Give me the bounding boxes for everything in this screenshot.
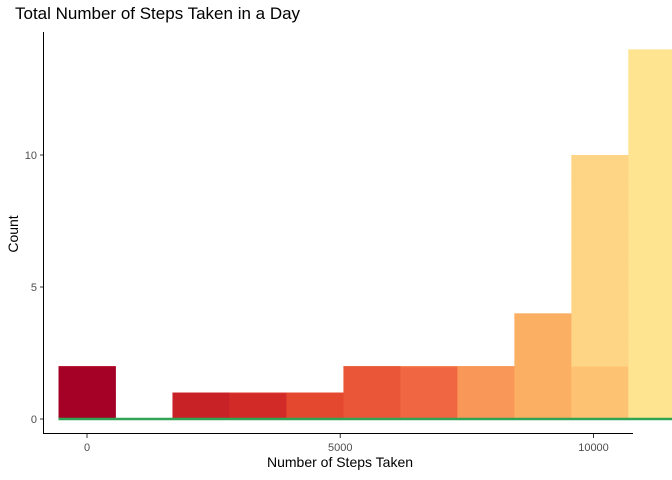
bar-segment	[571, 392, 629, 420]
bar-top-edge	[172, 392, 230, 394]
x-axis-title: Number of Steps Taken	[267, 454, 413, 470]
bar-segment	[628, 234, 672, 261]
bar-segment	[514, 392, 572, 420]
bar-segment	[628, 287, 672, 314]
bar-segment	[58, 366, 116, 393]
bar-segment	[400, 366, 458, 393]
bar-segment	[571, 207, 629, 235]
y-tick-label: 0	[31, 414, 37, 426]
bar-segment	[628, 49, 672, 77]
bar-segment	[571, 339, 629, 367]
histogram-bar	[286, 392, 344, 420]
y-tick-label: 10	[25, 150, 37, 162]
bar-top-edge	[58, 366, 116, 368]
x-tick-label: 5000	[328, 442, 352, 454]
bar-top-edge	[343, 366, 401, 368]
bar-top-edge	[628, 49, 672, 51]
histogram-bar	[457, 366, 515, 420]
bars-group	[58, 49, 672, 421]
bar-segment	[400, 392, 458, 420]
bar-segment	[457, 392, 515, 420]
bar-top-edge	[457, 366, 515, 368]
bar-segment	[343, 366, 401, 393]
y-axis-title: Count	[5, 215, 21, 252]
bar-segment	[286, 392, 344, 420]
bar-segment	[628, 102, 672, 129]
histogram-bar	[343, 366, 401, 420]
bar-segment	[628, 392, 672, 420]
bar-segment	[343, 392, 401, 420]
chart-title: Total Number of Steps Taken in a Day	[15, 4, 301, 23]
bar-top-edge	[400, 366, 458, 368]
bar-segment	[514, 313, 572, 341]
histogram-bar	[571, 155, 629, 420]
x-tick-label: 10000	[578, 442, 609, 454]
bar-segment	[172, 392, 230, 420]
bar-segment	[628, 313, 672, 341]
histogram-bar	[628, 49, 672, 420]
bar-segment	[628, 75, 672, 103]
bar-segment	[571, 366, 629, 393]
bar-segment	[571, 313, 629, 341]
bar-segment	[628, 366, 672, 393]
histogram-bar	[229, 392, 287, 420]
bar-segment	[571, 234, 629, 261]
bar-segment	[571, 155, 629, 182]
bar-segment	[628, 339, 672, 367]
bar-segment	[628, 128, 672, 156]
y-axis-ticks: 0 5 10	[25, 150, 44, 426]
bar-segment	[58, 392, 116, 420]
bar-segment	[571, 260, 629, 288]
bar-top-edge	[571, 155, 629, 156]
histogram-bar	[400, 366, 458, 420]
bar-segment	[571, 287, 629, 314]
bar-segment	[628, 260, 672, 288]
bar-segment	[514, 339, 572, 367]
histogram-bar	[58, 366, 116, 420]
bar-segment	[571, 181, 629, 209]
bar-segment	[628, 155, 672, 182]
histogram-bar	[172, 392, 230, 420]
bar-segment	[514, 366, 572, 393]
bar-segment	[628, 181, 672, 209]
bar-segment	[229, 392, 287, 420]
bar-segment	[457, 366, 515, 393]
bar-top-edge	[286, 392, 344, 394]
y-tick-label: 5	[31, 282, 37, 294]
x-tick-label: 0	[84, 442, 90, 454]
x-axis-ticks: 05000100001500020000	[84, 434, 609, 454]
bar-segment	[628, 207, 672, 235]
bar-top-edge	[514, 313, 572, 315]
histogram-bar	[514, 313, 572, 420]
bar-top-edge	[229, 392, 287, 394]
